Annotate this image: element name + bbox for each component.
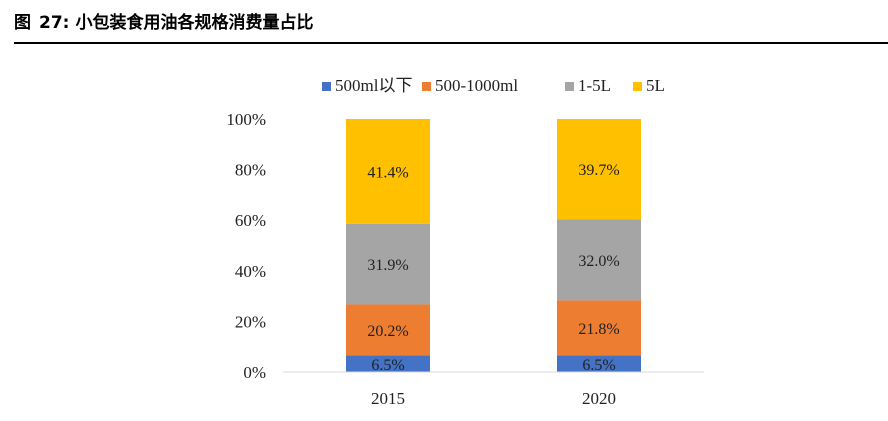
bar-2015-0 [346,355,430,372]
x-category-label-1: 2020 [582,389,616,408]
y-tick-label-2: 40% [235,262,266,281]
y-tick-label-3: 60% [235,211,266,230]
data-label-2015-3: 41.4% [367,164,408,181]
bar-2020-0 [557,355,641,372]
bar-2020-2 [557,219,641,301]
bar-2015-3 [346,119,430,224]
y-tick-label-1: 20% [235,312,266,331]
legend-swatch-3 [633,82,642,91]
data-label-2020-1: 21.8% [578,321,619,338]
bar-2020-1 [557,300,641,356]
legend-label-0: 500ml以下 [335,76,412,95]
figure-number: 27: [39,13,70,33]
data-label-2015-2: 31.9% [367,257,408,274]
data-label-2015-1: 20.2% [367,323,408,340]
y-tick-label-4: 80% [235,161,266,180]
chart-legend: 500ml以下 500-1000ml 1-5L 5L [322,76,665,95]
legend-label-3: 5L [646,76,665,95]
legend-swatch-2 [565,82,574,91]
legend-swatch-1 [422,82,431,91]
figure-label: 图 [14,13,31,33]
bar-2015-2 [346,223,430,305]
figure-title: 图 27: 小包装食用油各规格消费量占比 [14,10,313,36]
legend-label-2: 1-5L [578,76,611,95]
y-tick-label-5: 100% [226,110,266,129]
data-label-2020-0: 6.5% [582,357,615,374]
title-rule [14,42,888,44]
legend-label-1: 500-1000ml [435,76,518,95]
bar-2015-1 [346,304,430,356]
x-category-label-0: 2015 [371,389,405,408]
figure-title-text: 小包装食用油各规格消费量占比 [75,13,314,33]
bar-2020-3 [557,119,641,220]
data-label-2020-2: 32.0% [578,253,619,270]
data-label-2015-0: 6.5% [371,357,404,374]
data-label-2020-3: 39.7% [578,162,619,179]
y-tick-label-0: 0% [243,363,266,382]
legend-swatch-0 [322,82,331,91]
